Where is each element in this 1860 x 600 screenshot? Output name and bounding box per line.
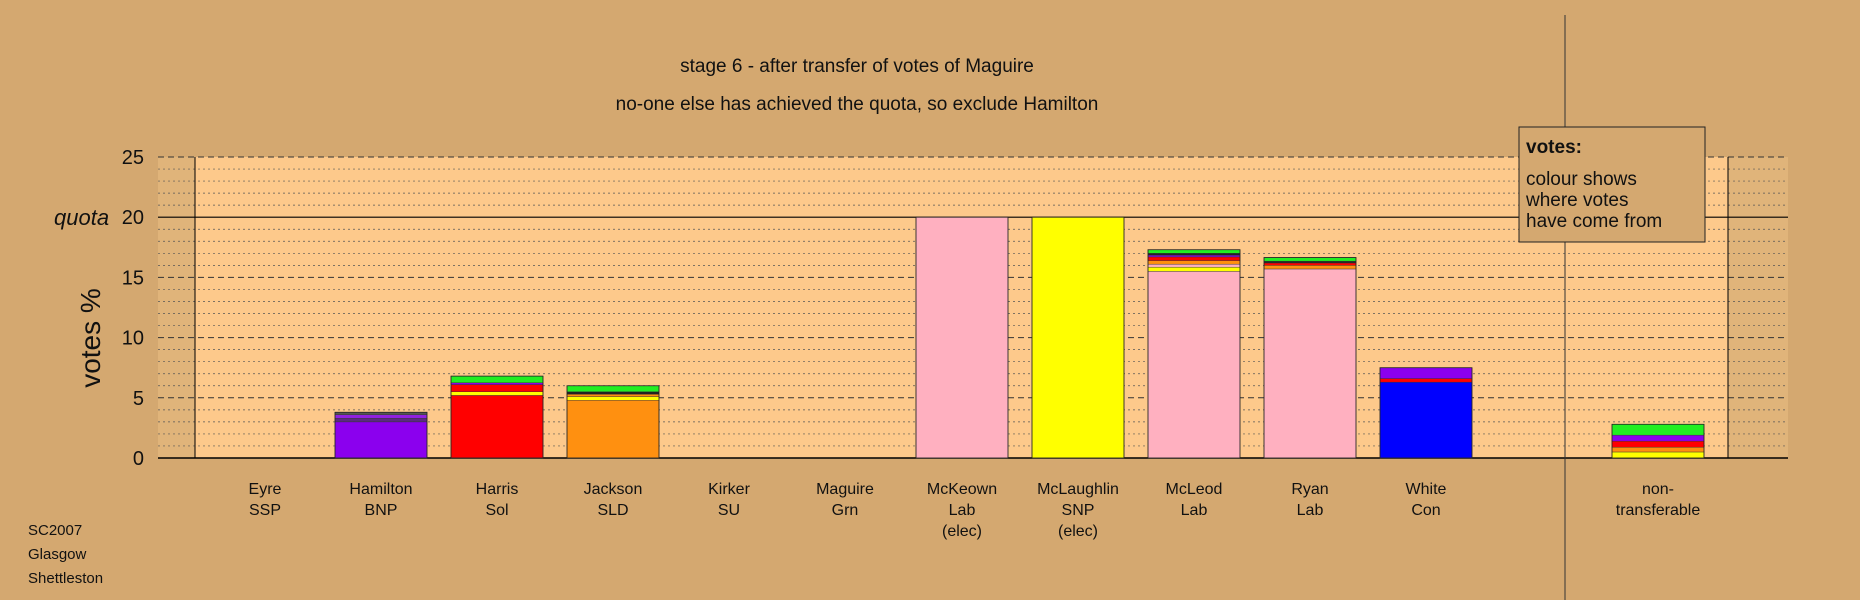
bar-segment bbox=[1611, 440, 1705, 448]
bar-outline bbox=[1379, 367, 1473, 459]
category-label: Grn bbox=[832, 502, 859, 519]
y-tick-label: 0 bbox=[133, 448, 144, 470]
bar-segment bbox=[1147, 263, 1241, 268]
y-tick-label: 25 bbox=[122, 147, 144, 169]
category-label: McKeown bbox=[927, 481, 997, 498]
bar-segment bbox=[450, 382, 544, 385]
bar-segment bbox=[1147, 260, 1241, 265]
category-label: White bbox=[1406, 481, 1447, 498]
bar-outline bbox=[915, 216, 1009, 459]
category-label: McLaughlin bbox=[1037, 481, 1119, 498]
bar-segment bbox=[1263, 265, 1357, 270]
chart-subtitle: no-one else has achieved the quota, so e… bbox=[616, 94, 1099, 115]
bar-segment bbox=[566, 391, 660, 395]
category-label: Lab bbox=[949, 502, 976, 519]
bar-segment bbox=[1611, 434, 1705, 442]
legend-line: colour shows bbox=[1526, 169, 1637, 190]
y-tick-label: 5 bbox=[133, 388, 144, 410]
legend-line: where votes bbox=[1525, 190, 1628, 211]
legend-title: votes: bbox=[1526, 137, 1582, 158]
legend-box bbox=[1518, 126, 1706, 243]
bar-outline bbox=[1147, 249, 1241, 459]
plot-margin-left bbox=[158, 157, 195, 458]
bar-outline bbox=[450, 375, 544, 459]
bar-segment bbox=[334, 414, 428, 419]
category-label: SU bbox=[718, 502, 740, 519]
category-label: Harris bbox=[476, 481, 519, 498]
bar-segment bbox=[1147, 249, 1241, 254]
bar-segment bbox=[1031, 216, 1125, 459]
bar-segment bbox=[1611, 446, 1705, 453]
bar-segment bbox=[450, 384, 544, 392]
bar-segment bbox=[1611, 451, 1705, 459]
category-label: non- bbox=[1642, 481, 1674, 498]
bar-segment bbox=[566, 385, 660, 392]
bar-segment bbox=[334, 421, 428, 459]
bar-segment bbox=[1611, 424, 1705, 436]
bar-segment bbox=[1379, 381, 1473, 459]
bar-segment bbox=[566, 396, 660, 401]
bar-segment bbox=[566, 393, 660, 397]
plot-margin-right bbox=[1728, 157, 1788, 458]
category-label: Eyre bbox=[249, 481, 282, 498]
bar-segment bbox=[1147, 266, 1241, 272]
footer-line-ward: Shettleston bbox=[28, 570, 104, 587]
bar-segment bbox=[450, 375, 544, 383]
category-label: Jackson bbox=[584, 481, 643, 498]
bar-segment bbox=[450, 391, 544, 396]
bar-segment bbox=[1147, 254, 1241, 258]
category-label: Kirker bbox=[708, 481, 750, 498]
category-label: Con bbox=[1411, 502, 1440, 519]
category-label: Lab bbox=[1297, 502, 1324, 519]
bar-segment bbox=[1263, 262, 1357, 266]
category-label: (elec) bbox=[942, 523, 982, 540]
bar-segment bbox=[915, 216, 1009, 459]
footer-caption: SC2007 Glasgow Shettleston bbox=[28, 519, 103, 591]
bar-segment bbox=[1147, 271, 1241, 459]
footer-line-election: SC2007 bbox=[28, 522, 83, 539]
chart-title: stage 6 - after transfer of votes of Mag… bbox=[680, 56, 1034, 77]
y-tick-label: 10 bbox=[122, 328, 144, 350]
bar-segment bbox=[566, 400, 660, 459]
bar-outline bbox=[1611, 423, 1705, 459]
category-label: Lab bbox=[1181, 502, 1208, 519]
bar-segment bbox=[1263, 268, 1357, 459]
category-label: McLeod bbox=[1166, 481, 1223, 498]
y-tick-label: 20 bbox=[122, 207, 144, 229]
y-axis-label: votes % bbox=[75, 288, 106, 388]
category-label: Maguire bbox=[816, 481, 874, 498]
category-label: SNP bbox=[1062, 502, 1095, 519]
bar-outline bbox=[334, 411, 428, 459]
bar-segment bbox=[1263, 257, 1357, 262]
category-label: SLD bbox=[597, 502, 628, 519]
y-tick-label: 15 bbox=[122, 267, 144, 289]
bar-outline bbox=[1263, 257, 1357, 459]
bar-segment bbox=[1379, 378, 1473, 383]
category-label: SSP bbox=[249, 502, 281, 519]
bar-segment bbox=[334, 418, 428, 423]
bar-outline bbox=[1031, 216, 1125, 459]
category-label: Sol bbox=[485, 502, 508, 519]
bar-segment bbox=[1263, 260, 1357, 264]
category-label: transferable bbox=[1616, 502, 1701, 519]
category-label: (elec) bbox=[1058, 523, 1098, 540]
bar-segment bbox=[1147, 253, 1241, 256]
bar-segment bbox=[450, 395, 544, 459]
bar-outline bbox=[566, 385, 660, 459]
category-label: Hamilton bbox=[349, 481, 412, 498]
category-label: Ryan bbox=[1291, 481, 1328, 498]
footer-line-council: Glasgow bbox=[28, 546, 87, 563]
legend-line: have come from bbox=[1526, 211, 1662, 232]
category-label: BNP bbox=[365, 502, 398, 519]
quota-label: quota bbox=[54, 205, 109, 230]
bar-segment bbox=[1379, 367, 1473, 379]
bar-segment bbox=[1147, 256, 1241, 261]
